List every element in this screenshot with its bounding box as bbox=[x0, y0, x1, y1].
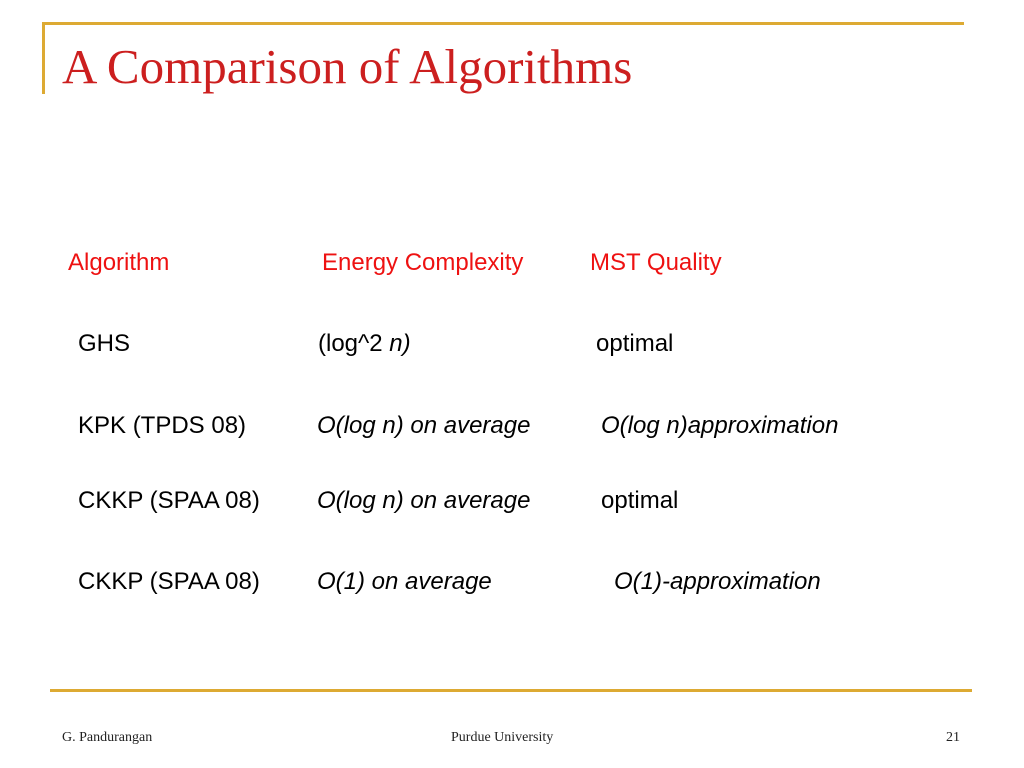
slide-title: A Comparison of Algorithms bbox=[62, 39, 633, 94]
cell-energy-complexity: (log^2 n) bbox=[318, 332, 411, 356]
energy-suffix: ) bbox=[402, 330, 411, 357]
cell-energy-complexity: O(log n) on average bbox=[317, 412, 531, 439]
energy-prefix: (log^2 bbox=[318, 330, 390, 357]
bottom-rule bbox=[50, 689, 972, 692]
cell-mst-quality: O(1)-approximation bbox=[614, 568, 821, 595]
energy-variable: n bbox=[389, 330, 403, 357]
cell-algorithm: CKKP (SPAA 08) bbox=[78, 568, 260, 595]
footer-page-number: 21 bbox=[946, 730, 960, 745]
cell-mst-quality: O(log n)approximation bbox=[601, 412, 839, 439]
footer-institution: Purdue University bbox=[451, 730, 554, 745]
cell-mst-quality: optimal bbox=[601, 487, 679, 514]
header-energy-complexity: Energy Complexity bbox=[322, 249, 524, 276]
cell-energy-complexity: O(log n) on average bbox=[317, 487, 531, 514]
cell-energy-complexity: O(1) on average bbox=[317, 568, 492, 595]
cell-algorithm: CKKP (SPAA 08) bbox=[78, 487, 260, 514]
cell-mst-quality: optimal bbox=[596, 330, 674, 357]
cell-algorithm: KPK (TPDS 08) bbox=[78, 412, 247, 439]
cell-algorithm: GHS bbox=[78, 330, 131, 357]
header-algorithm: Algorithm bbox=[68, 249, 170, 276]
top-rule bbox=[42, 22, 964, 25]
left-rule bbox=[42, 22, 45, 94]
footer-author: G. Pandurangan bbox=[62, 730, 153, 745]
header-mst-quality: MST Quality bbox=[590, 249, 722, 276]
